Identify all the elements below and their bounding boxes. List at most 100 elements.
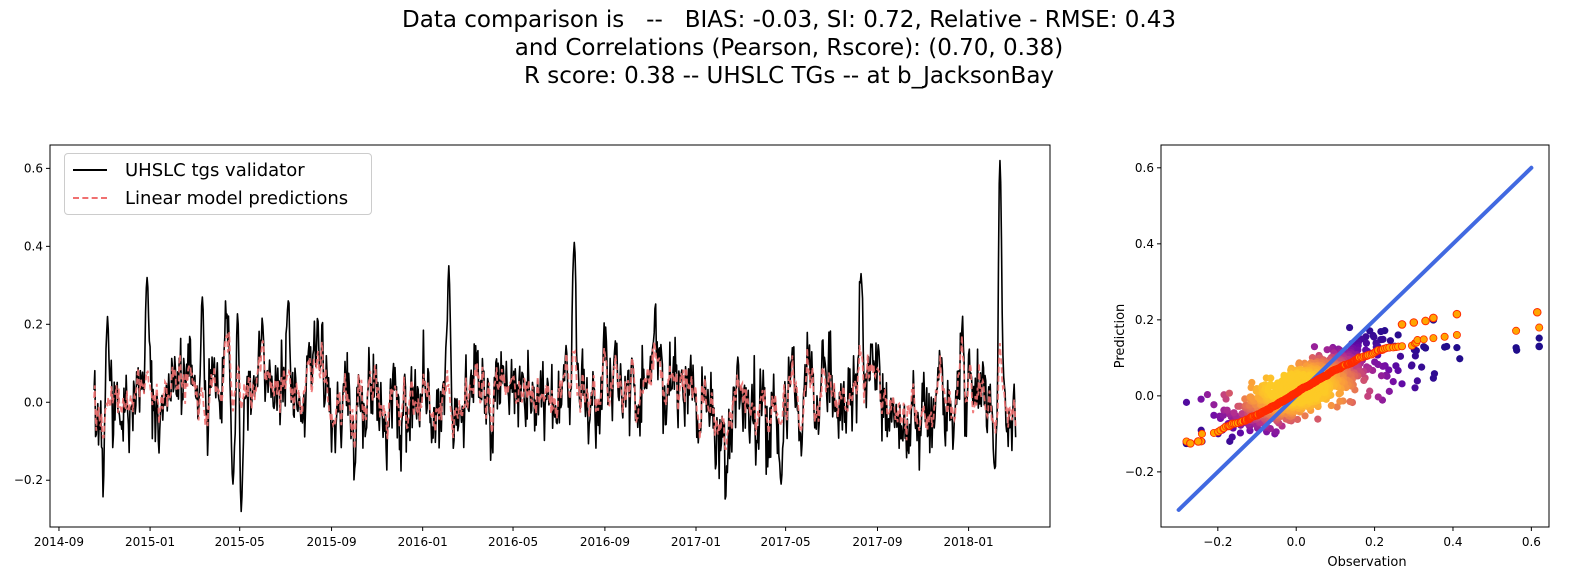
scatter-point (1456, 355, 1464, 363)
scatter-point (1364, 392, 1372, 400)
scatter-point (1293, 415, 1302, 424)
series-line-observed (93, 159, 1017, 513)
scatter-point (1389, 378, 1397, 386)
scatter-point (1377, 372, 1386, 380)
title-line-1: Data comparison is -- BIAS: -0.03, SI: 0… (402, 7, 1176, 33)
scatter-point (1429, 374, 1437, 382)
scatter-point (1394, 366, 1402, 375)
quantile-point (1421, 316, 1430, 326)
scatter-point (1345, 323, 1354, 332)
quantile-point (1512, 326, 1521, 335)
scatter-point (1314, 415, 1322, 423)
scatter-point (1203, 390, 1212, 399)
legend-entry-observed: UHSLC tgs validator (73, 157, 305, 183)
timeseries-x-tick-label: 2018-01 (944, 535, 994, 549)
scatter-point (1219, 411, 1227, 419)
scatter-point (1370, 333, 1378, 341)
scatter-point (1228, 433, 1236, 441)
title-line-2: and Correlations (Pearson, Rscore): (0.7… (514, 35, 1064, 61)
scatter-x-tick-label: 0.6 (1522, 535, 1541, 549)
quantile-point (1409, 318, 1419, 327)
timeseries-x-tick-label: 2016-01 (398, 535, 448, 549)
scatter-x-tick-label: 0.0 (1287, 535, 1306, 549)
scatter-y-tick-label: 0.0 (1135, 389, 1154, 403)
timeseries-y-tick-label: 0.6 (24, 161, 43, 175)
scatter-point (1267, 374, 1275, 382)
scatter-point (1407, 362, 1416, 370)
scatter-point (1535, 334, 1543, 342)
identity-line (1176, 165, 1534, 512)
scatter-point (1223, 406, 1231, 414)
scatter-axes-frame (1160, 144, 1550, 528)
scatter-point (1421, 344, 1430, 352)
timeseries-y-tick-label: 0.4 (24, 239, 43, 253)
quantile-point (1186, 439, 1195, 448)
scatter-point (1418, 363, 1426, 371)
timeseries-legend: UHSLC tgs validator Linear model predict… (64, 153, 372, 215)
scatter-point (1210, 411, 1218, 419)
legend-line-dashed (73, 197, 107, 199)
scatter-outlier-point (1535, 342, 1544, 351)
scatter-point (1411, 384, 1419, 392)
legend-label-predicted: Linear model predictions (125, 187, 349, 209)
timeseries-y-axis: −0.2 0.0 0.2 0.4 0.6 (14, 161, 50, 487)
scatter-point (1413, 377, 1421, 385)
scatter-x-axis: −0.2 0.0 0.2 0.4 0.6 (1203, 527, 1541, 549)
scatter-point (1323, 346, 1331, 354)
scatter-y-tick-label: 0.4 (1135, 237, 1154, 251)
scatter-point (1225, 389, 1233, 397)
scatter-panel: −0.2 0.0 0.2 0.4 0.6 −0.2 0.0 0.2 0.4 0.6 Observ… (1113, 144, 1550, 570)
quantile-point (1535, 323, 1544, 332)
timeseries-y-tick-label: −0.2 (14, 473, 43, 487)
scatter-point (1272, 428, 1280, 436)
scatter-point (1310, 343, 1319, 351)
timeseries-x-tick-label: 2016-09 (580, 535, 630, 549)
scatter-point (1230, 409, 1238, 417)
quantile-point (1197, 429, 1206, 438)
scatter-point (1513, 346, 1521, 354)
quantile-point (1193, 437, 1203, 446)
quantile-point (1440, 332, 1449, 341)
timeseries-x-tick-label: 2016-05 (488, 535, 538, 549)
scatter-point (1398, 380, 1406, 388)
scatter-x-tick-label: 0.4 (1443, 535, 1462, 549)
scatter-point (1210, 401, 1218, 409)
timeseries-x-tick-label: 2015-09 (306, 535, 356, 549)
scatter-point (1394, 331, 1402, 339)
title-line-3: R score: 0.38 -- UHSLC TGs -- at b_Jacks… (523, 63, 1055, 89)
timeseries-x-axis: 2014-09 2015-01 2015-05 2015-09 2016-01 2016-… (34, 527, 994, 549)
timeseries-series-group (93, 159, 1017, 513)
quantile-point (1429, 313, 1438, 323)
legend-entry-predicted: Linear model predictions (73, 185, 348, 211)
legend-line-solid (73, 169, 107, 171)
scatter-y-tick-label: −0.2 (1125, 465, 1154, 479)
scatter-point (1411, 352, 1419, 360)
scatter-point (1385, 366, 1393, 374)
scatter-x-tick-label: −0.2 (1203, 535, 1232, 549)
legend-label-observed: UHSLC tgs validator (125, 159, 305, 181)
scatter-point (1346, 398, 1354, 406)
scatter-point (1197, 395, 1205, 403)
scatter-point (1335, 390, 1343, 398)
scatter-point (1386, 337, 1395, 345)
scatter-point (1396, 352, 1405, 360)
quantile-point (1398, 342, 1407, 351)
quantile-point (1397, 320, 1407, 329)
series-line-predicted (93, 332, 1017, 450)
scatter-point (1377, 328, 1385, 336)
scatter-point (1327, 401, 1335, 410)
scatter-point (1336, 397, 1344, 405)
quantile-point (1452, 330, 1461, 339)
timeseries-y-tick-label: 0.0 (24, 395, 43, 409)
quantile-point (1429, 334, 1438, 343)
figure-title: Data comparison is -- BIAS: -0.03, SI: 0… (0, 6, 1578, 90)
quantile-point (1532, 307, 1542, 317)
scatter-y-axis: −0.2 0.0 0.2 0.4 0.6 (1125, 161, 1161, 479)
timeseries-x-tick-label: 2017-01 (671, 535, 721, 549)
scatter-point (1360, 376, 1368, 385)
scatter-point (1385, 387, 1393, 395)
timeseries-y-tick-label: 0.2 (24, 317, 43, 331)
scatter-points-group (1176, 165, 1544, 512)
timeseries-x-tick-label: 2015-05 (215, 535, 265, 549)
